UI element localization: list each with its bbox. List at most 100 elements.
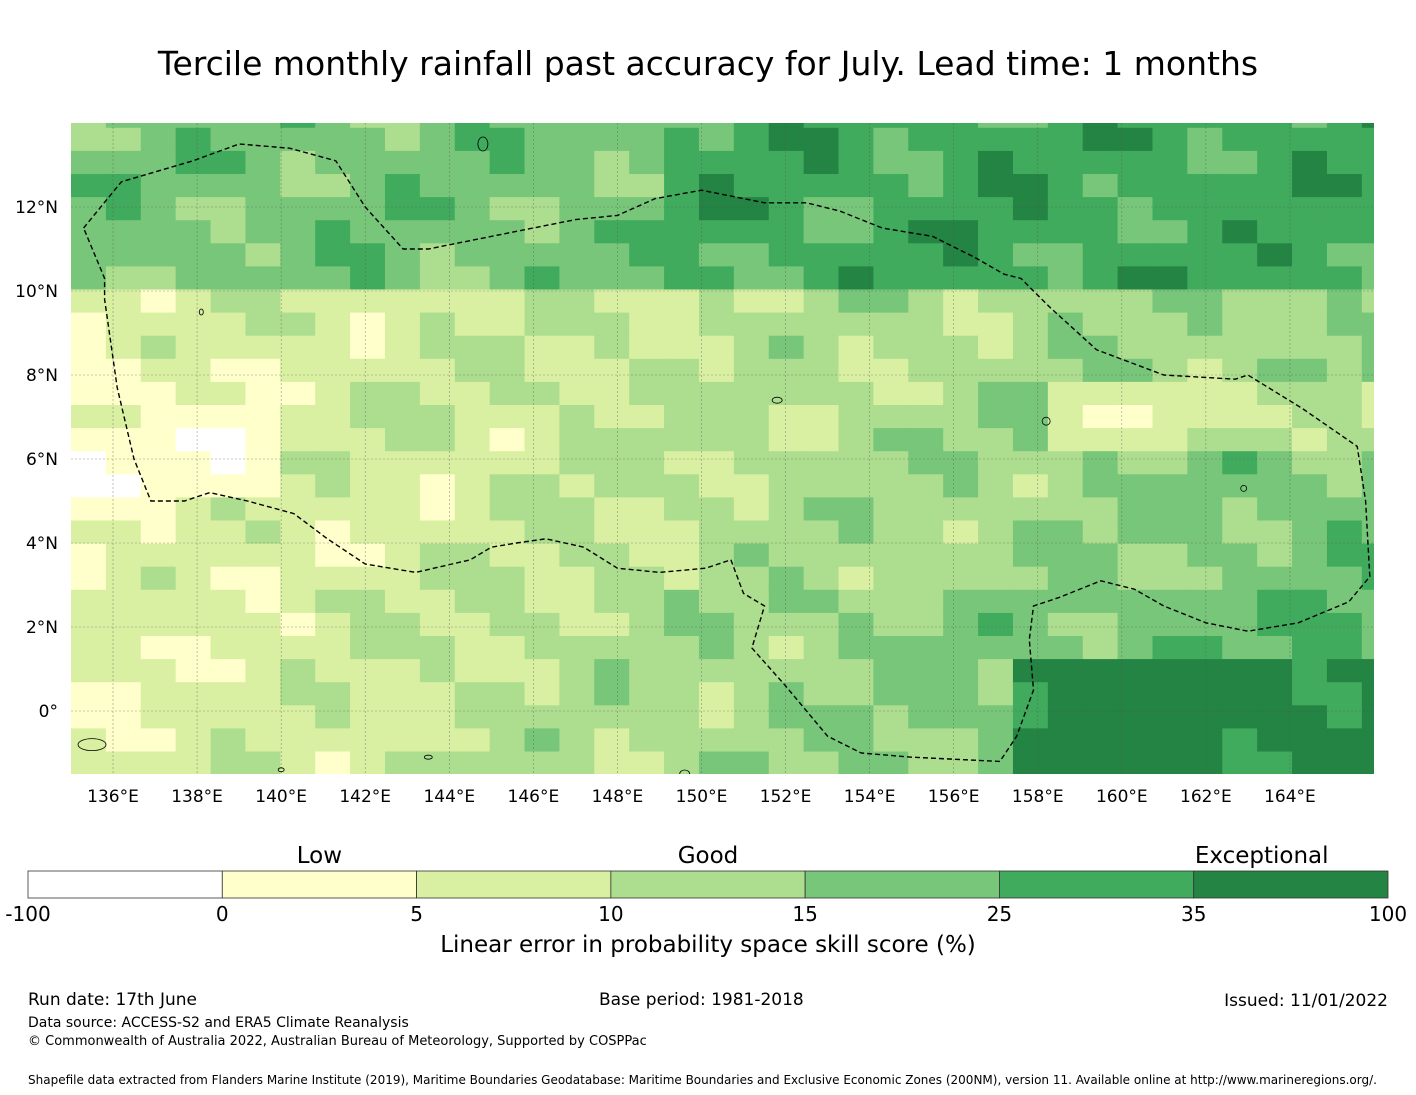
skill-cell [315, 173, 351, 198]
skill-cell [943, 450, 979, 475]
skill-cell [1222, 473, 1258, 498]
skill-cell [1012, 727, 1049, 752]
skill-cell [71, 473, 107, 498]
skill-cell [210, 219, 247, 244]
skill-cell [1187, 150, 1223, 174]
skill-cell [1012, 543, 1049, 567]
skill-cell [140, 242, 177, 267]
skill-cell [1047, 335, 1084, 359]
skill-cell [1326, 265, 1363, 290]
skill-cell [594, 242, 630, 267]
skill-cell [733, 750, 770, 774]
skill-cell [71, 589, 107, 613]
skill-cell [1047, 589, 1084, 613]
skill-cell [978, 612, 1014, 636]
skill-cell [350, 358, 386, 382]
skill-cell [698, 750, 735, 774]
skill-cell [280, 589, 316, 613]
skill-cell [1012, 335, 1049, 359]
colorbar-tick-label: 25 [986, 902, 1013, 926]
skill-cell [559, 358, 595, 382]
skill-cell [698, 635, 735, 660]
skill-cell [1047, 265, 1084, 290]
skill-cell [524, 173, 561, 198]
skill-cell [489, 589, 526, 613]
skill-cell [140, 427, 177, 452]
skill-cell [1117, 404, 1154, 429]
skill-cell [524, 404, 561, 429]
skill-cell [419, 150, 456, 174]
skill-cell [419, 127, 456, 151]
skill-cell [768, 658, 805, 683]
skill-cell [350, 123, 386, 128]
skill-cell [943, 727, 979, 752]
skill-cell [943, 427, 979, 452]
skill-cell [1257, 450, 1293, 475]
skill-cell [733, 496, 770, 521]
skill-cell [1257, 219, 1293, 244]
skill-cell [419, 658, 456, 683]
skill-cell [384, 543, 421, 567]
skill-cell [594, 358, 630, 382]
skill-cell [1222, 566, 1258, 590]
skill-cell [315, 496, 351, 521]
skill-cell [943, 750, 979, 774]
skill-cell [1047, 635, 1084, 660]
skill-cell [664, 750, 700, 774]
skill-cell [559, 658, 595, 683]
skill-cell [733, 635, 770, 660]
skill-cell [350, 265, 386, 290]
skill-cell [454, 312, 491, 336]
skill-cell [1082, 566, 1119, 590]
skill-cell [629, 242, 665, 267]
skill-cell [664, 519, 700, 544]
skill-cell [698, 404, 735, 429]
longitude-tick-label: 144°E [423, 787, 475, 807]
skill-cell [105, 312, 142, 336]
skill-cell [838, 335, 874, 359]
skill-cell [1326, 704, 1363, 729]
skill-cell [419, 288, 456, 313]
skill-cell [105, 612, 142, 636]
skill-cell [559, 635, 595, 660]
skill-cell [838, 123, 874, 128]
skill-cell [1326, 473, 1363, 498]
skill-cell [978, 265, 1014, 290]
skill-cell [245, 123, 281, 128]
skill-cell [664, 358, 700, 382]
skill-cell [245, 265, 281, 290]
skill-cell [524, 288, 561, 313]
skill-cell [1152, 566, 1188, 590]
skill-cell [1187, 727, 1223, 752]
island-outline [1041, 416, 1051, 426]
skill-cell [454, 242, 491, 267]
skill-cell [1292, 219, 1328, 244]
skill-cell [698, 589, 735, 613]
skill-cell [664, 173, 700, 198]
skill-cell [559, 496, 595, 521]
skill-cell [524, 612, 561, 636]
longitude-tick-label: 136°E [87, 787, 139, 807]
skill-cell [280, 519, 316, 544]
skill-cell [384, 589, 421, 613]
skill-cell [140, 566, 177, 590]
skill-cell [1187, 496, 1223, 521]
skill-cell [350, 681, 386, 706]
skill-cell [1187, 196, 1223, 221]
skill-cell [489, 750, 526, 774]
skill-cell [245, 612, 281, 636]
skill-cell [978, 127, 1014, 151]
skill-cell [664, 658, 700, 683]
latitude-tick-label: 12°N [15, 198, 58, 218]
island-outline [679, 769, 691, 774]
skill-cell [1082, 519, 1119, 544]
skill-cell [1292, 123, 1328, 128]
skill-cell [1292, 635, 1328, 660]
skill-cell [210, 404, 247, 429]
skill-cell [1187, 750, 1223, 774]
skill-cell [140, 358, 177, 382]
skill-cell [454, 265, 491, 290]
skill-cell [873, 450, 909, 475]
skill-cell [978, 312, 1014, 336]
skill-cell [873, 123, 909, 128]
